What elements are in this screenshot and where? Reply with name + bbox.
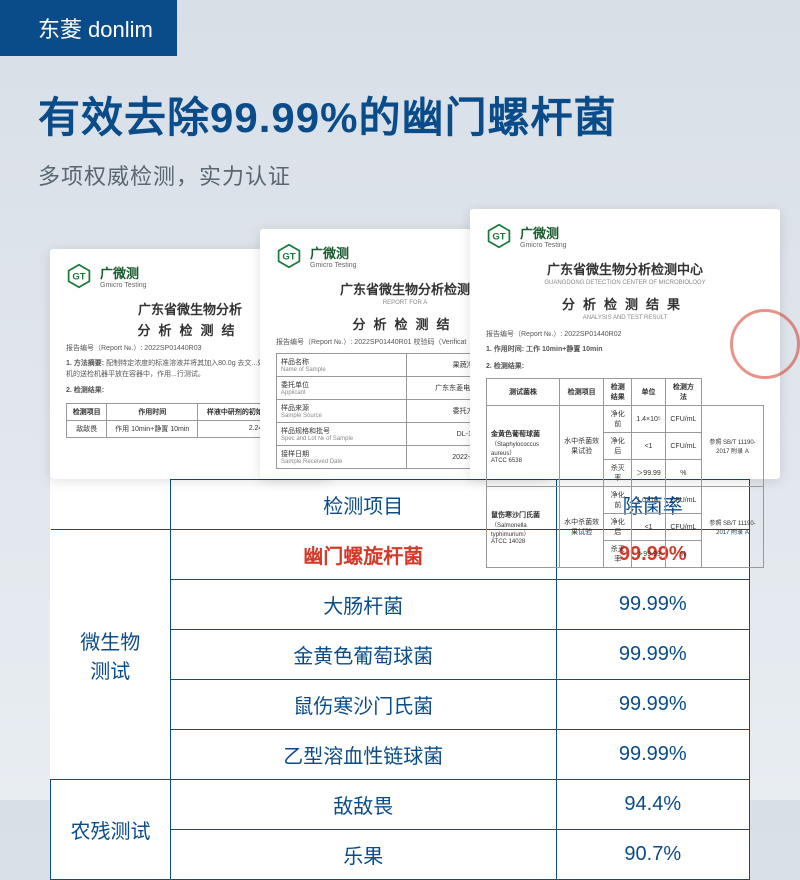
cert3-sub: 分析检测结果 <box>486 294 764 313</box>
cert3-title: 广东省微生物分析检测中心 <box>486 259 764 278</box>
subtitle: 多项权威检测，实力认证 <box>38 159 800 191</box>
svg-text:GT: GT <box>282 251 295 262</box>
lab-logo-icon: GT <box>276 243 302 269</box>
svg-text:GT: GT <box>72 271 85 282</box>
certificates-row: GT 广微测Gmicro Testing 广东省微生物分析 分析检测结 报告编号… <box>0 209 800 479</box>
brand-badge: 东菱donlim <box>0 0 177 56</box>
brand-en: donlim <box>88 17 153 42</box>
lab-name-en: Gmicro Testing <box>100 282 147 289</box>
lab-logo-icon: GT <box>66 263 92 289</box>
headline: 有效去除99.99%的幽门螺杆菌 <box>38 84 800 145</box>
cert3-report-no: 报告编号（Report №.）: 2022SP01440R02 <box>486 329 764 339</box>
lab-name: 广微测 <box>100 263 147 282</box>
lab-logo-icon: GT <box>486 223 512 249</box>
red-stamp-icon <box>730 309 800 379</box>
cert3-table: 测试菌株检测项目检测结果单位检测方法金黄色葡萄球菌（Staphylococcus… <box>486 378 764 568</box>
certificate-3: GT 广微测Gmicro Testing 广东省微生物分析检测中心 GUANGD… <box>470 209 780 479</box>
brand-cn: 东菱 <box>38 17 82 42</box>
svg-text:GT: GT <box>492 231 505 242</box>
